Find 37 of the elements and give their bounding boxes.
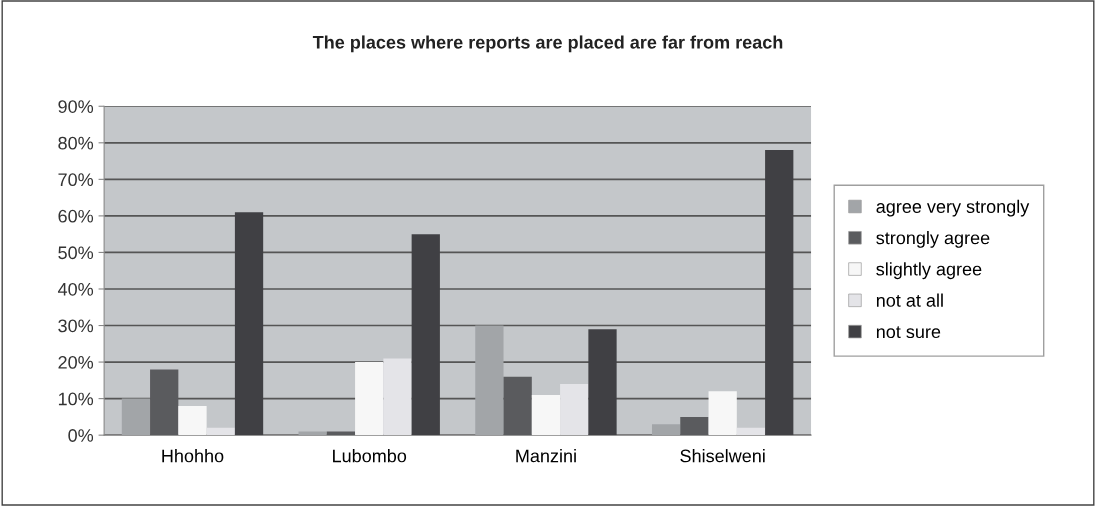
x-tick-label: Hhohho [162, 449, 224, 463]
bar [121, 398, 151, 436]
y-tick-label: 30% [58, 319, 94, 333]
bar [503, 376, 532, 436]
bar [680, 416, 709, 436]
bar [475, 325, 504, 436]
legend-label: strongly agree [876, 231, 990, 248]
bar [206, 427, 235, 436]
bar [234, 212, 264, 436]
legend-label: slightly agree [876, 262, 982, 280]
bar [736, 427, 766, 436]
y-tick-label: 70% [58, 173, 94, 187]
y-tick-label: 10% [58, 392, 94, 406]
legend-label: not sure [876, 326, 941, 339]
y-tick-label: 50% [58, 246, 94, 260]
y-tick-label: 20% [58, 356, 94, 369]
bar [708, 391, 737, 436]
bar [531, 394, 561, 436]
y-tick-label: 90% [58, 100, 94, 113]
legend-label: agree very strongly [876, 199, 1030, 217]
y-tick-label: 40% [57, 282, 94, 296]
x-tick-label: Lubombo [333, 449, 407, 463]
bar [765, 150, 794, 436]
x-tick-label: Manzini [516, 449, 576, 463]
chart-title: The places where reports are placed are far from reach [312, 35, 783, 53]
bar [383, 358, 412, 436]
bar [560, 384, 589, 436]
bar [651, 424, 681, 436]
bar [355, 362, 384, 436]
bar [411, 234, 440, 436]
y-tick-label: 0% [68, 429, 94, 442]
x-tick-label: Shiselweni [680, 449, 765, 463]
y-tick-label: 60% [58, 209, 94, 223]
bar [178, 405, 207, 436]
legend-label: not at all [876, 293, 943, 307]
y-tick-label: 80% [58, 136, 94, 150]
bar [588, 329, 617, 436]
